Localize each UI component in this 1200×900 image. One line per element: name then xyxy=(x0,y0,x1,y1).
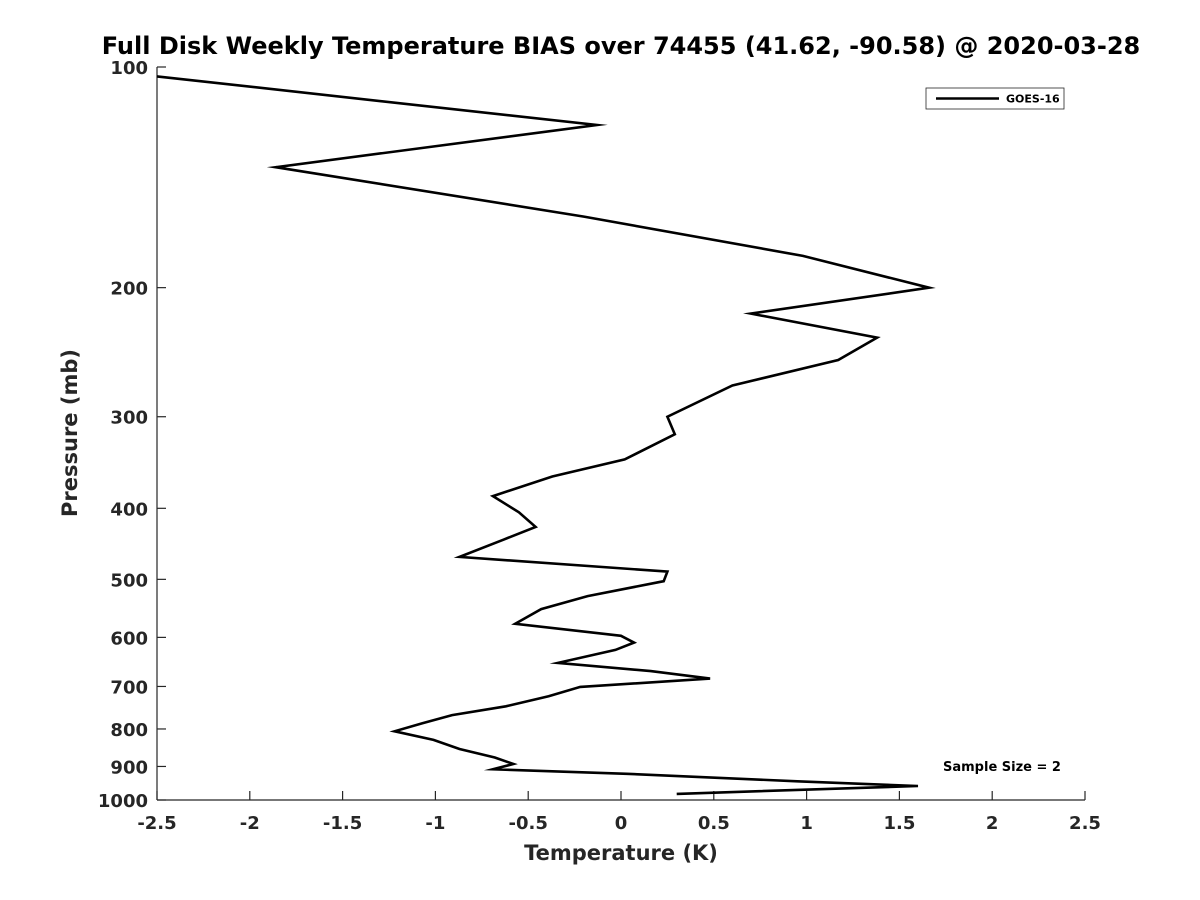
x-tick-label: -1 xyxy=(425,813,445,834)
legend-label-goes-16: GOES-16 xyxy=(1006,93,1060,106)
y-tick-label: 300 xyxy=(110,408,148,429)
legend: GOES-16 xyxy=(925,87,1065,110)
x-tick-label: 2 xyxy=(986,813,999,834)
y-tick-label: 1000 xyxy=(98,791,148,812)
y-axis-label: Pressure (mb) xyxy=(58,349,82,517)
y-tick-label: 900 xyxy=(110,757,148,778)
y-tick-label: 200 xyxy=(110,279,148,300)
x-tick-label: 2.5 xyxy=(1069,813,1101,834)
y-ticks: 100 200 300 400 500 600 700 800 900 1000 xyxy=(98,58,166,812)
x-tick-label: 1 xyxy=(800,813,813,834)
x-ticks: -2.5 -2 -1.5 -1 -0.5 0 0.5 1 1.5 2 2.5 xyxy=(137,791,1101,834)
y-tick-label: 500 xyxy=(110,570,148,591)
plot-area xyxy=(157,67,1085,800)
y-tick-label: 100 xyxy=(110,58,148,79)
x-axis-label: Temperature (K) xyxy=(524,841,718,865)
series-group xyxy=(156,75,936,796)
x-tick-label: -1.5 xyxy=(323,813,362,834)
x-tick-label: 1.5 xyxy=(883,813,915,834)
x-tick-label: 0.5 xyxy=(698,813,730,834)
x-tick-label: -2.5 xyxy=(137,813,176,834)
series-line-goes-16 xyxy=(156,75,936,796)
sample-size-annotation: Sample Size = 2 xyxy=(943,760,1061,775)
y-tick-label: 600 xyxy=(110,628,148,649)
y-tick-label: 400 xyxy=(110,499,148,520)
x-tick-label: 0 xyxy=(615,813,628,834)
chart-title: Full Disk Weekly Temperature BIAS over 7… xyxy=(102,32,1141,60)
y-tick-label: 700 xyxy=(110,677,148,698)
y-tick-label: 800 xyxy=(110,720,148,741)
x-tick-label: -0.5 xyxy=(509,813,548,834)
x-tick-label: -2 xyxy=(240,813,260,834)
